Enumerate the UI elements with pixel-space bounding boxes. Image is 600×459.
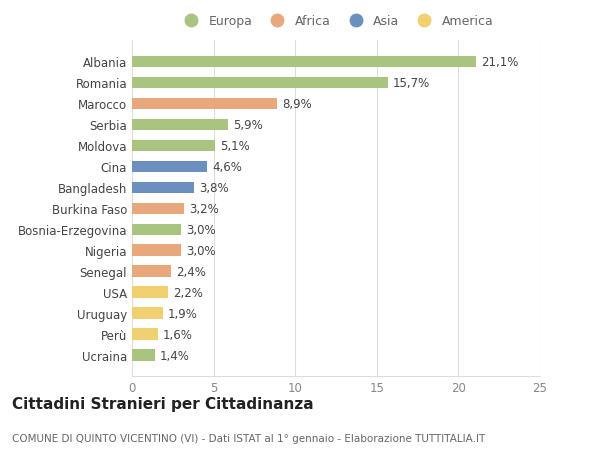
Bar [132, 203, 184, 215]
Text: 21,1%: 21,1% [481, 56, 518, 69]
Bar [132, 224, 181, 235]
Text: 15,7%: 15,7% [393, 77, 430, 90]
Text: 1,6%: 1,6% [163, 328, 193, 341]
Bar [132, 161, 207, 173]
Legend: Europa, Africa, Asia, America: Europa, Africa, Asia, America [178, 16, 494, 28]
Text: 8,9%: 8,9% [282, 98, 312, 111]
Bar [132, 140, 215, 152]
Bar [132, 266, 171, 277]
Text: 2,2%: 2,2% [173, 286, 203, 299]
Text: 3,2%: 3,2% [189, 202, 219, 215]
Text: 3,8%: 3,8% [199, 181, 229, 195]
Text: 1,9%: 1,9% [168, 307, 198, 320]
Text: 2,4%: 2,4% [176, 265, 206, 278]
Bar [132, 78, 388, 89]
Bar [132, 98, 277, 110]
Text: 1,4%: 1,4% [160, 349, 190, 362]
Bar [132, 350, 155, 361]
Text: 4,6%: 4,6% [212, 161, 242, 174]
Bar [132, 287, 168, 298]
Text: 3,0%: 3,0% [186, 223, 215, 236]
Bar [132, 56, 476, 68]
Text: 5,1%: 5,1% [220, 140, 250, 152]
Text: 5,9%: 5,9% [233, 118, 263, 132]
Text: COMUNE DI QUINTO VICENTINO (VI) - Dati ISTAT al 1° gennaio - Elaborazione TUTTIT: COMUNE DI QUINTO VICENTINO (VI) - Dati I… [12, 433, 485, 442]
Text: 3,0%: 3,0% [186, 244, 215, 257]
Bar [132, 119, 228, 131]
Text: Cittadini Stranieri per Cittadinanza: Cittadini Stranieri per Cittadinanza [12, 397, 314, 412]
Bar [132, 245, 181, 257]
Bar [132, 182, 194, 194]
Bar [132, 308, 163, 319]
Bar [132, 329, 158, 340]
